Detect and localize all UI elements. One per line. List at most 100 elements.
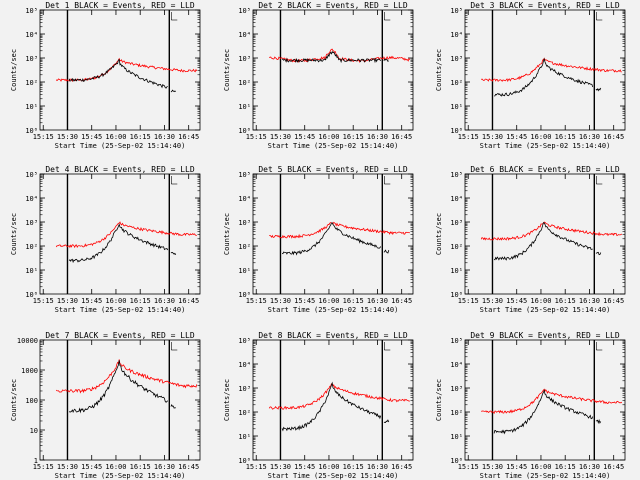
- y-axis-label: Counts/sec: [435, 379, 443, 421]
- panel-det-1: Det 1 BLACK = Events, RED = LLD 10⁰ 10¹ 10²…: [10, 1, 201, 150]
- x-tick-label: 16:00: [105, 133, 126, 141]
- y-tick-label: 10⁵: [450, 171, 463, 179]
- plot-frame: [39, 339, 201, 461]
- x-tick-label: 15:15: [458, 297, 479, 305]
- events-series-line: [68, 58, 168, 89]
- events-series-line: [493, 222, 593, 261]
- y-tick-label: 10: [30, 427, 38, 435]
- panel-det-8: Det 8 BLACK = Events, RED = LLD 10⁰ 10¹ 10²…: [223, 331, 414, 480]
- y-tick-label: 10⁵: [450, 337, 463, 345]
- y-tick-label: 10⁰: [450, 291, 463, 299]
- x-tick-label: 16:30: [367, 133, 388, 141]
- x-tick-label: 16:15: [555, 463, 576, 471]
- y-tick-label: 10⁴: [25, 195, 38, 203]
- x-tick-label: 16:45: [178, 463, 199, 471]
- y-tick-label: 10²: [25, 79, 38, 87]
- x-tick-label: 16:00: [530, 297, 551, 305]
- x-tick-label: 15:30: [270, 297, 291, 305]
- events-series-line: [281, 381, 382, 432]
- x-tick-label: 15:15: [246, 133, 267, 141]
- y-tick-label: 10³: [238, 385, 251, 393]
- y-tick-label: 10⁰: [238, 127, 251, 135]
- y-tick-label: 10⁵: [238, 337, 251, 345]
- y-tick-label: 10¹: [238, 103, 251, 111]
- plot-frame: [464, 173, 626, 295]
- x-tick-label: 15:45: [294, 133, 315, 141]
- panel-title: Det 1 BLACK = Events, RED = LLD: [45, 1, 194, 10]
- x-axis-label: Start Time (25-Sep-02 15:14:40): [480, 142, 611, 150]
- y-tick-label: 10000: [17, 337, 38, 345]
- lld-series-line: [269, 48, 411, 63]
- x-tick-label: 16:30: [154, 463, 175, 471]
- x-tick-label: 16:30: [154, 297, 175, 305]
- events-series-line: [282, 50, 382, 64]
- x-axis-label: Start Time (25-Sep-02 15:14:40): [480, 472, 611, 480]
- plot-frame: [464, 9, 626, 131]
- x-tick-label: 15:15: [33, 133, 54, 141]
- y-tick-label: 10³: [450, 385, 463, 393]
- x-tick-label: 16:30: [579, 297, 600, 305]
- lld-series-line: [55, 359, 198, 394]
- y-tick-label: 10²: [238, 243, 251, 251]
- panel-det-3: Det 3 BLACK = Events, RED = LLD 10⁰ 10¹ 10²…: [435, 1, 626, 150]
- y-axis-label: Counts/sec: [10, 213, 18, 255]
- events-series-line: [494, 57, 594, 97]
- x-tick-label: 15:15: [33, 463, 54, 471]
- y-axis-label: Counts/sec: [435, 213, 443, 255]
- plot-frame: [464, 339, 626, 461]
- panel-det-7: Det 7 BLACK = Events, RED = LLD 1 10 100 100…: [10, 331, 201, 480]
- events-series-line: [493, 388, 594, 435]
- panel-det-2: Det 2 BLACK = Events, RED = LLD 10⁰ 10¹ 10²…: [223, 1, 414, 150]
- panel-det-4: Det 4 BLACK = Events, RED = LLD 10⁰ 10¹ 10²…: [10, 165, 201, 314]
- y-tick-label: 10²: [450, 409, 463, 417]
- x-tick-label: 16:15: [343, 297, 364, 305]
- x-axis-label: Start Time (25-Sep-02 15:14:40): [268, 472, 399, 480]
- x-tick-label: 16:00: [105, 297, 126, 305]
- y-tick-label: 10⁵: [238, 171, 251, 179]
- x-tick-label: 16:30: [367, 297, 388, 305]
- panel-title: Det 4 BLACK = Events, RED = LLD: [45, 165, 194, 174]
- y-tick-label: 10⁵: [25, 7, 38, 15]
- y-tick-label: 10⁴: [25, 31, 38, 39]
- lld-series-line: [480, 221, 623, 241]
- y-tick-label: 100: [25, 397, 38, 405]
- x-tick-label: 16:15: [343, 133, 364, 141]
- y-axis-label: Counts/sec: [223, 49, 231, 91]
- y-tick-label: 1000: [21, 367, 38, 375]
- x-tick-label: 15:45: [506, 463, 527, 471]
- y-tick-label: 10²: [238, 79, 251, 87]
- y-axis-label: Counts/sec: [223, 379, 231, 421]
- y-tick-label: 10⁴: [238, 361, 251, 369]
- y-axis-label: Counts/sec: [223, 213, 231, 255]
- x-tick-label: 15:30: [270, 463, 291, 471]
- panel-det-9: Det 9 BLACK = Events, RED = LLD 10⁰ 10¹ 10²…: [435, 331, 626, 480]
- y-tick-label: 10³: [238, 55, 251, 63]
- events-series-line-post: [383, 249, 390, 254]
- y-tick-label: 10²: [238, 409, 251, 417]
- x-axis-label: Start Time (25-Sep-02 15:14:40): [268, 306, 399, 314]
- y-tick-label: 10⁵: [450, 7, 463, 15]
- panel-title: Det 5 BLACK = Events, RED = LLD: [258, 165, 407, 174]
- lld-series-line: [481, 388, 623, 415]
- x-tick-label: 15:30: [482, 297, 503, 305]
- x-tick-label: 15:30: [57, 297, 78, 305]
- x-tick-label: 15:15: [458, 133, 479, 141]
- y-tick-label: 10⁴: [238, 195, 251, 203]
- events-series-line-post: [170, 89, 176, 93]
- x-tick-label: 15:30: [482, 463, 503, 471]
- y-tick-label: 10⁰: [25, 291, 38, 299]
- y-tick-label: 10²: [25, 243, 38, 251]
- lld-series-line: [55, 57, 198, 82]
- x-axis-label: Start Time (25-Sep-02 15:14:40): [55, 306, 186, 314]
- y-tick-label: 10⁰: [25, 127, 38, 135]
- x-tick-label: 15:30: [57, 463, 78, 471]
- y-tick-label: 10¹: [450, 103, 463, 111]
- events-series-line: [68, 360, 168, 414]
- x-tick-label: 15:30: [270, 133, 291, 141]
- panel-det-5: Det 5 BLACK = Events, RED = LLD 10⁰ 10¹ 10²…: [223, 165, 414, 314]
- lld-series-line: [269, 221, 410, 239]
- y-axis-label: Counts/sec: [10, 379, 18, 421]
- x-tick-label: 16:15: [555, 133, 576, 141]
- x-tick-label: 16:30: [579, 463, 600, 471]
